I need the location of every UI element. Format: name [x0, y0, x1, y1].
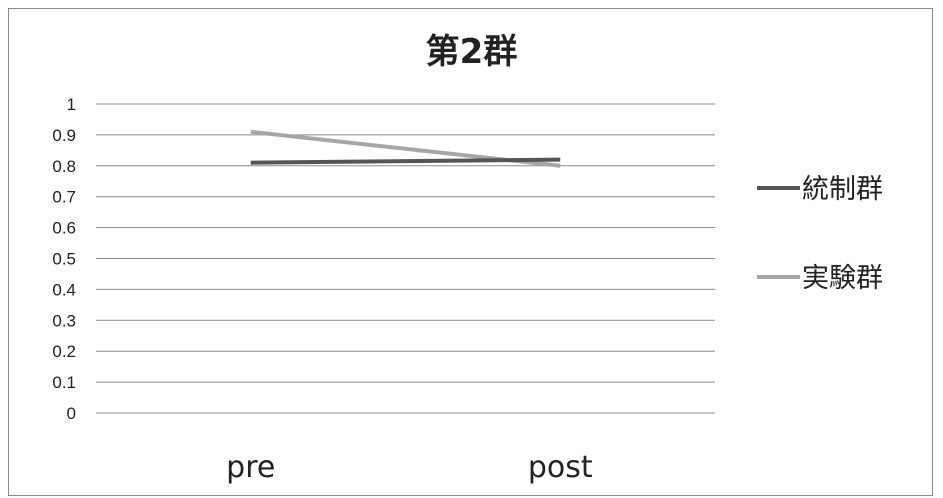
- x-tick-label: post: [528, 450, 593, 485]
- y-tick-label: 0.5: [52, 250, 76, 269]
- y-tick-label: 0.1: [52, 373, 76, 392]
- y-tick-label: 0.2: [52, 342, 76, 361]
- y-tick-label: 0.9: [52, 126, 76, 145]
- y-tick-label: 0: [67, 404, 76, 423]
- y-tick-label: 0.4: [52, 280, 76, 299]
- y-tick-label: 0.8: [52, 157, 76, 176]
- x-tick-label: pre: [226, 450, 275, 485]
- y-tick-label: 1: [67, 95, 76, 114]
- y-axis: 0 0.1 0.2 0.3 0.4 0.5 0.6 0.7 0.8 0.9 1: [52, 95, 76, 423]
- gridlines: [96, 103, 715, 414]
- legend-label: 統制群: [802, 174, 883, 205]
- series-line: [250, 157, 561, 165]
- series-lines: [250, 129, 561, 168]
- legend-label: 実験群: [802, 263, 883, 294]
- y-tick-label: 0.3: [52, 311, 76, 330]
- y-tick-label: 0.6: [52, 219, 76, 238]
- x-axis: pre post: [226, 450, 593, 485]
- chart-title: 第2群: [425, 32, 518, 72]
- y-tick-label: 0.7: [52, 188, 76, 207]
- chart-frame: [8, 8, 933, 496]
